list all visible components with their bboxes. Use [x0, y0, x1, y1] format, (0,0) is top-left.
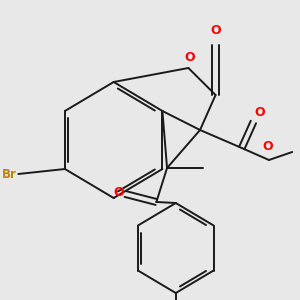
Text: O: O [254, 106, 265, 119]
Text: O: O [210, 24, 221, 37]
Text: O: O [114, 187, 124, 200]
Text: O: O [263, 140, 273, 153]
Text: O: O [184, 51, 195, 64]
Text: Br: Br [2, 167, 16, 181]
